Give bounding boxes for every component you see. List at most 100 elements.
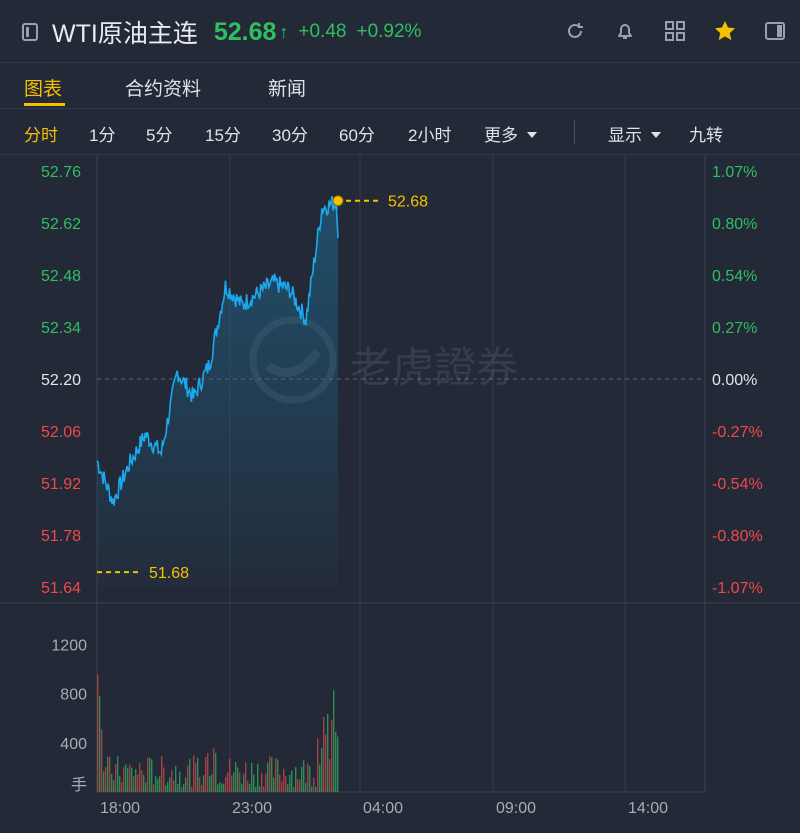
volume-bar [183,783,185,792]
volume-bar [97,674,99,792]
volume-bars [97,674,339,792]
tab-news[interactable]: 新闻 [268,79,307,100]
price-line [96,195,339,506]
volume-bar [235,762,237,792]
volume-bar [137,774,139,792]
volume-bar [153,784,155,792]
volume-bar [109,756,111,792]
volume-bar [219,782,221,792]
volume-bar [293,786,295,792]
volume-bar [267,762,269,792]
volume-bar [275,758,277,792]
tab-contract-info[interactable]: 合约资料 [125,79,202,100]
volume-bar [121,781,123,792]
active-tab-underline [24,103,65,106]
volume-bar [315,786,317,792]
price-area-fill [97,196,338,587]
time-tick-label: 09:00 [496,800,536,817]
period-60min[interactable]: 60分 [339,126,375,145]
tab-chart[interactable]: 图表 [24,79,63,100]
volume-bar [139,763,141,792]
volume-bar [259,786,261,792]
volume-bar [135,768,137,792]
volume-bar [117,756,119,792]
volume-bar [295,767,297,792]
period-5min[interactable]: 5分 [146,126,173,145]
chart-grid [0,155,800,793]
star-icon[interactable] [700,16,750,46]
volume-bar [191,786,193,792]
volume-bar [217,784,219,792]
percent-tick-label: -0.80% [712,528,763,545]
panel-icon[interactable] [750,16,800,46]
high-price-label: 52.68 [388,194,428,211]
refresh-icon[interactable] [550,16,600,46]
volume-bar [317,738,319,792]
period-15min[interactable]: 15分 [205,126,241,145]
volume-bar [123,767,125,792]
header-actions [550,16,800,46]
nine-turn-toggle[interactable]: 九转 [689,126,723,145]
volume-bar [261,772,263,792]
volume-bar [237,767,239,792]
volume-bar [281,781,283,792]
time-tick-label: 04:00 [363,800,403,817]
price-tick-label: 52.76 [41,164,81,181]
volume-bar [189,759,191,792]
main-tabs: 图表 合约资料 新闻 [0,62,800,109]
volume-bar [333,690,335,792]
time-tick-label: 23:00 [232,800,272,817]
time-tick-label: 18:00 [100,800,140,817]
display-dropdown[interactable]: 显示 [608,121,661,146]
volume-bar [197,757,199,792]
volume-bar [307,763,309,792]
volume-bar [215,753,217,792]
bell-icon[interactable] [600,16,650,46]
volume-tick-label: 1200 [51,638,87,655]
volume-bar [303,760,305,792]
price-tick-label: 51.92 [41,476,81,493]
volume-bar [131,767,133,792]
volume-bar [331,719,333,792]
period-2hour[interactable]: 2小时 [408,126,452,145]
volume-bar [187,765,189,792]
volume-bar [283,768,285,792]
percent-tick-label: 0.54% [712,268,757,285]
volume-bar [231,775,233,792]
display-label: 显示 [608,126,642,145]
low-price-label: 51.68 [149,565,189,582]
volume-bar [257,763,259,792]
volume-bar [115,763,117,792]
volume-bar [269,756,271,792]
price-tick-label: 52.62 [41,216,81,233]
volume-tick-label: 800 [60,687,87,704]
volume-bar [179,771,181,792]
volume-bar [105,767,107,792]
percent-tick-label: 0.00% [712,372,757,389]
price-tick-label: 51.64 [41,580,81,597]
volume-bar [177,784,179,792]
period-timeshare[interactable]: 分时 [24,126,58,145]
volume-bar [173,780,175,792]
volume-bar [273,777,275,792]
volume-bar [201,785,203,792]
volume-bar [239,772,241,792]
period-1min[interactable]: 1分 [89,126,116,145]
volume-bar [129,764,131,792]
volume-bar [203,775,205,792]
volume-bar [155,776,157,792]
price-change: +0.48 [298,21,347,42]
volume-bar [157,779,159,792]
volume-bar [271,757,273,792]
period-toolbar: 分时 1分 5分 15分 30分 60分 2小时 更多 显示 九转 [0,108,800,155]
sidebar-toggle-icon[interactable] [22,23,38,41]
grid-icon[interactable] [650,16,700,46]
volume-bar [207,753,209,792]
volume-bar [265,773,267,792]
volume-bar [335,731,337,792]
more-dropdown[interactable]: 更多 [484,121,537,146]
watermark-text: 老虎證券 [350,343,518,392]
period-30min[interactable]: 30分 [272,126,308,145]
volume-bar [133,776,135,792]
